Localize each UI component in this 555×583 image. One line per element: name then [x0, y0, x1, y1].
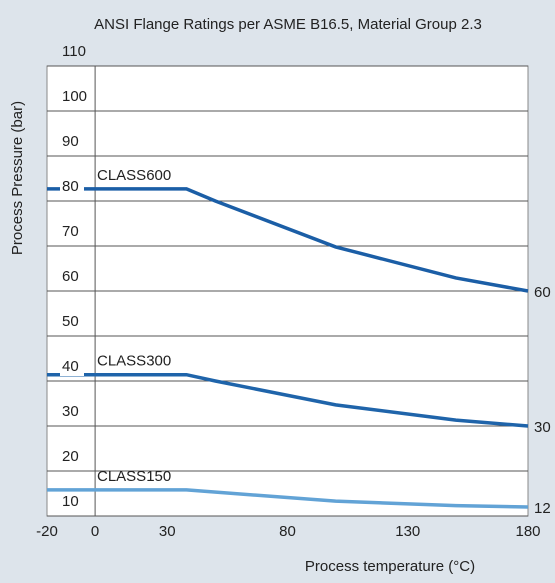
x-tick-label: -20 [36, 523, 58, 540]
tick-label-bg [60, 178, 84, 196]
series-label: CLASS150 [97, 468, 171, 485]
y-tick-label: 110 [62, 43, 86, 60]
x-tick-label: 0 [91, 523, 99, 540]
tick-label-bg [60, 313, 84, 331]
tick-label-bg [60, 403, 84, 421]
tick-label-bg [60, 268, 84, 286]
y-tick-label: 60 [62, 268, 79, 285]
tick-label-bg [60, 223, 84, 241]
y-axis-label: Process Pressure (bar) [9, 101, 26, 255]
y-tick-label: 50 [62, 313, 79, 330]
series-line [47, 187, 529, 293]
series-label: CLASS600 [97, 167, 171, 184]
y-tick-label: 70 [62, 223, 79, 240]
x-tick-label: 80 [279, 523, 296, 540]
series-line [47, 488, 529, 509]
tick-label-bg [60, 448, 84, 466]
series-line [47, 372, 529, 428]
tick-label-bg [60, 133, 84, 151]
y-tick-label: 80 [62, 178, 79, 195]
x-tick-label: 130 [395, 523, 420, 540]
series-label: CLASS300 [97, 353, 171, 370]
x-tick-label: 180 [515, 523, 540, 540]
x-axis-label: Process temperature (°C) [305, 558, 475, 575]
tick-label-bg [60, 493, 84, 511]
value-label: 12 [534, 500, 551, 517]
y-tick-label: 100 [62, 88, 87, 105]
tick-label-bg [60, 88, 84, 106]
y-tick-label: 10 [62, 493, 79, 510]
y-tick-label: 20 [62, 448, 79, 465]
x-tick-label: 30 [159, 523, 176, 540]
tick-label-bg [60, 358, 84, 376]
value-label: 30 [534, 419, 551, 436]
y-tick-label: 90 [62, 133, 79, 150]
value-label: 60 [534, 284, 551, 301]
y-tick-label: 40 [62, 358, 79, 375]
chart-title: ANSI Flange Ratings per ASME B16.5, Mate… [94, 16, 482, 33]
y-tick-label: 30 [62, 403, 79, 420]
